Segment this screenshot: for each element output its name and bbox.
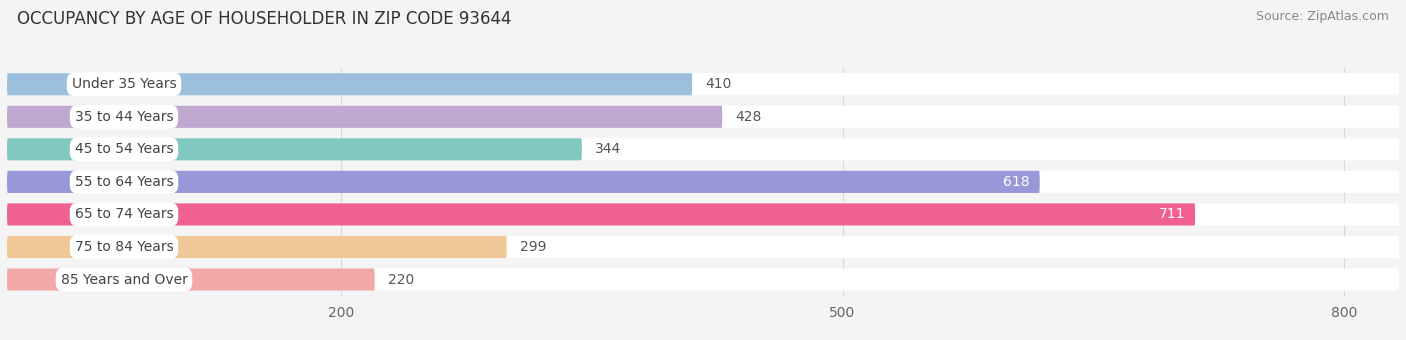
Text: 85 Years and Over: 85 Years and Over — [60, 273, 187, 287]
Text: 428: 428 — [735, 110, 762, 124]
Text: 410: 410 — [706, 77, 733, 91]
FancyBboxPatch shape — [7, 236, 506, 258]
Text: OCCUPANCY BY AGE OF HOUSEHOLDER IN ZIP CODE 93644: OCCUPANCY BY AGE OF HOUSEHOLDER IN ZIP C… — [17, 10, 512, 28]
FancyBboxPatch shape — [7, 73, 1399, 95]
Text: 35 to 44 Years: 35 to 44 Years — [75, 110, 173, 124]
Text: 45 to 54 Years: 45 to 54 Years — [75, 142, 173, 156]
Text: Under 35 Years: Under 35 Years — [72, 77, 176, 91]
Text: Source: ZipAtlas.com: Source: ZipAtlas.com — [1256, 10, 1389, 23]
FancyBboxPatch shape — [7, 236, 1399, 258]
FancyBboxPatch shape — [7, 269, 374, 291]
FancyBboxPatch shape — [7, 138, 1399, 160]
FancyBboxPatch shape — [7, 269, 1399, 291]
Text: 220: 220 — [388, 273, 415, 287]
FancyBboxPatch shape — [7, 73, 692, 95]
FancyBboxPatch shape — [7, 203, 1399, 225]
FancyBboxPatch shape — [7, 203, 1195, 225]
FancyBboxPatch shape — [7, 106, 1399, 128]
FancyBboxPatch shape — [7, 106, 723, 128]
Text: 711: 711 — [1159, 207, 1185, 221]
Text: 618: 618 — [1002, 175, 1029, 189]
FancyBboxPatch shape — [7, 171, 1039, 193]
Text: 65 to 74 Years: 65 to 74 Years — [75, 207, 173, 221]
Text: 299: 299 — [520, 240, 547, 254]
Text: 55 to 64 Years: 55 to 64 Years — [75, 175, 173, 189]
FancyBboxPatch shape — [7, 138, 582, 160]
FancyBboxPatch shape — [7, 171, 1399, 193]
Text: 75 to 84 Years: 75 to 84 Years — [75, 240, 173, 254]
Text: 344: 344 — [595, 142, 621, 156]
